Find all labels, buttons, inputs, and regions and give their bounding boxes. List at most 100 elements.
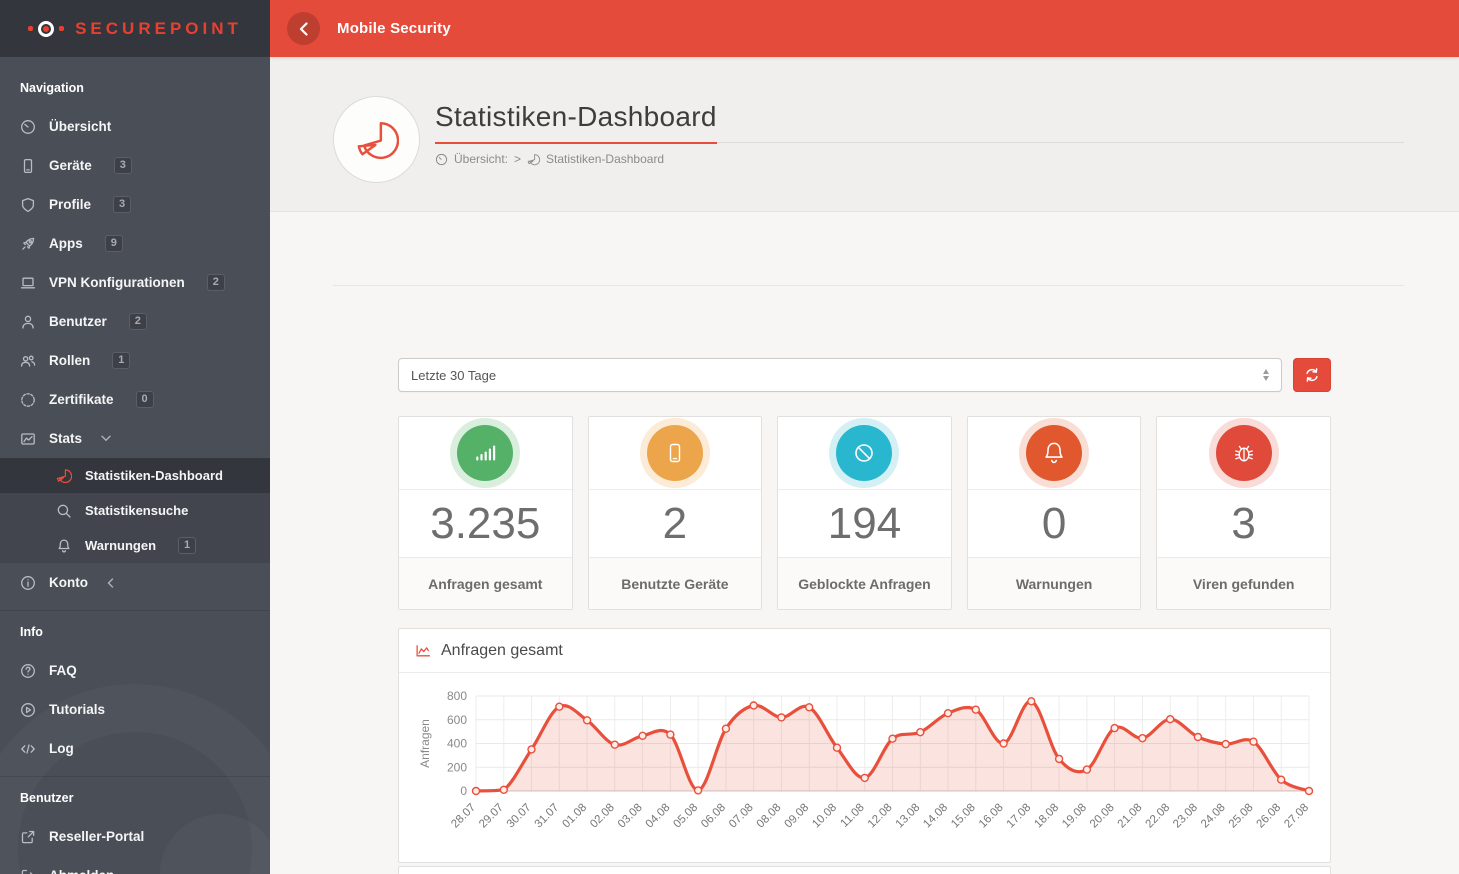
logo-o-mark-icon [38,20,55,37]
sidebar-item-stats[interactable]: Stats [0,419,270,458]
sidebar-item-tutorials[interactable]: Tutorials [0,690,270,729]
sidebar-item-vpn-konfigurationen[interactable]: VPN Konfigurationen 2 [0,263,270,302]
stat-card-geblockte-anfragen[interactable]: 194 Geblockte Anfragen [777,416,952,610]
bar-chart-icon [457,425,514,481]
stat-card-benutzte-geraete[interactable]: 2 Benutzte Geräte [587,416,763,610]
bug-icon [1215,425,1272,481]
breadcrumb-home[interactable]: Übersicht: [454,152,509,166]
sidebar-item-statistikensuche[interactable]: Statistikensuche [0,493,270,528]
gauge-icon [435,153,448,165]
chevron-left-icon [107,577,114,588]
svg-text:0: 0 [460,784,467,798]
filter-row: Letzte 30 Tage [398,358,1331,392]
sidebar-item-benutzer[interactable]: Benutzer 2 [0,302,270,341]
stats-submenu: Statistiken-Dashboard Statistikensuche W… [0,458,270,563]
rocket-icon [22,237,35,250]
svg-text:Anfragen: Anfragen [418,719,432,768]
sidebar-item-rollen[interactable]: Rollen 1 [0,341,270,380]
sidebar-item-reseller-portal[interactable]: Reseller-Portal [0,817,270,856]
play-circle-icon [21,702,35,717]
page-avatar [333,96,420,183]
sidebar-item-log[interactable]: Log [0,729,270,768]
topbar: Mobile Security [270,0,1459,57]
breadcrumb-current: Statistiken-Dashboard [546,152,665,166]
stat-label: Geblockte Anfragen [778,557,951,609]
date-range-select[interactable]: Letzte 30 Tage [398,358,1282,392]
sidebar-item-konto[interactable]: Konto [0,563,270,602]
svg-text:05.08: 05.08 [671,802,700,831]
stat-label: Benutzte Geräte [588,557,762,609]
sidebar-item-label: Statistikensuche [85,503,189,518]
sidebar-item-label: Statistiken-Dashboard [85,468,223,483]
sidebar-divider [0,776,270,777]
stat-value: 3.235 [430,498,541,548]
smartphone-icon [646,425,703,481]
svg-text:30.07: 30.07 [505,802,534,831]
pie-chart-icon [357,121,399,159]
svg-text:15.08: 15.08 [949,802,978,831]
sidebar-item-label: Rollen [49,353,91,368]
area-chart-icon [21,432,35,445]
count-badge: 1 [178,537,197,554]
sidebar-item-zertifikate[interactable]: Zertifikate 0 [0,380,270,419]
svg-text:01.08: 01.08 [560,802,589,831]
nav-section-navigation: Navigation [20,81,84,95]
user-icon [22,315,34,329]
sidebar-item-statistiken-dashboard[interactable]: Statistiken-Dashboard [0,458,270,493]
stat-card-anfragen-gesamt[interactable]: 3.235 Anfragen gesamt [398,416,573,610]
sidebar-divider [0,610,270,611]
svg-text:600: 600 [447,713,467,727]
sidebar-item-apps[interactable]: Apps 9 [0,224,270,263]
sidebar-item-label: Abmelden [49,868,114,874]
sidebar-item-faq[interactable]: FAQ [0,651,270,690]
sidebar-item-label: Log [49,741,74,756]
sidebar-item-warnungen[interactable]: Warnungen 1 [0,528,270,563]
stat-card-warnungen[interactable]: 0 Warnungen [966,416,1142,610]
svg-text:20.08: 20.08 [1088,802,1117,831]
svg-text:200: 200 [447,760,467,774]
svg-text:11.08: 11.08 [839,802,867,830]
sidebar-item-profile[interactable]: Profile 3 [0,185,270,224]
sidebar-item-abmelden[interactable]: Abmelden [0,856,270,874]
svg-text:16.08: 16.08 [977,802,1006,831]
brand-logo[interactable]: SECUREPOINT [0,0,270,57]
svg-text:18.08: 18.08 [1032,802,1061,831]
sidebar-nav: Navigation Übersicht Geräte 3 Profile 3 … [0,57,270,874]
bell-icon [58,538,70,553]
sidebar-item-uebersicht[interactable]: Übersicht [0,107,270,146]
content-divider [333,285,1404,286]
count-badge: 3 [113,196,132,213]
back-button[interactable] [287,12,320,45]
laptop-icon [20,277,36,288]
svg-text:400: 400 [447,737,467,751]
logout-icon [21,869,34,874]
chevron-left-icon [299,21,308,36]
stat-value: 0 [1041,498,1067,548]
svg-text:27.08: 27.08 [1282,802,1311,831]
chart-body: 28.07 29.07 30.07 31.07 01.08 02.08 03.08 04.08… [399,673,1330,862]
sidebar-item-label: FAQ [49,663,77,678]
sidebar-item-label: Geräte [49,158,92,173]
svg-text:03.08: 03.08 [616,802,645,831]
sidebar-item-label: Reseller-Portal [49,829,145,844]
svg-text:02.08: 02.08 [588,802,617,831]
stat-label: Anfragen gesamt [399,557,572,609]
svg-text:31.07: 31.07 [533,802,562,831]
stat-value: 194 [827,498,902,548]
stat-cards-row: 3.235 Anfragen gesamt 2 Benutzte Geräte … [398,416,1331,610]
sidebar-item-geraete[interactable]: Geräte 3 [0,146,270,185]
blocked-icon [836,425,893,481]
area-chart-icon [416,645,430,657]
svg-text:19.08: 19.08 [1060,802,1089,831]
next-panel-partial [398,866,1331,874]
count-badge: 1 [112,352,131,369]
count-badge: 0 [135,391,154,408]
topbar-title: Mobile Security [337,20,451,37]
svg-text:23.08: 23.08 [1171,802,1200,831]
sidebar-item-label: Warnungen [85,538,157,553]
svg-text:24.08: 24.08 [1199,802,1228,831]
stat-card-viren-gefunden[interactable]: 3 Viren gefunden [1156,416,1331,610]
refresh-button[interactable] [1293,358,1331,392]
svg-text:06.08: 06.08 [699,802,728,831]
svg-text:25.08: 25.08 [1227,802,1256,831]
